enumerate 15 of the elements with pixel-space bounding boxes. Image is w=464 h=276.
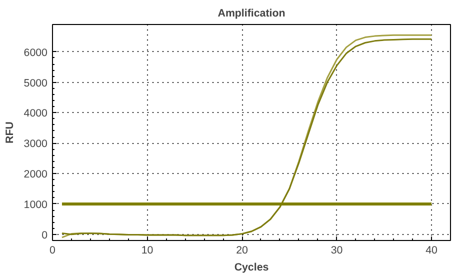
y-tick-label: 4000 <box>24 108 48 120</box>
y-axis-title: RFU <box>4 121 16 144</box>
chart-title: Amplification <box>218 8 286 20</box>
x-axis-title: Cycles <box>234 262 269 274</box>
y-tick-label: 1000 <box>24 198 48 211</box>
y-tick-label: 6000 <box>24 46 48 59</box>
x-tick-label: 40 <box>426 244 438 256</box>
y-tick-label: 2000 <box>24 168 48 181</box>
x-tick-label: 30 <box>330 244 343 256</box>
x-tick-label: 0 <box>50 244 56 256</box>
x-tick-label: 20 <box>236 244 248 256</box>
y-tick-label: 3000 <box>24 138 48 150</box>
x-tick-label: 10 <box>141 244 154 256</box>
y-tick-label: 5000 <box>24 77 48 90</box>
y-tick-label: 0 <box>42 229 48 242</box>
